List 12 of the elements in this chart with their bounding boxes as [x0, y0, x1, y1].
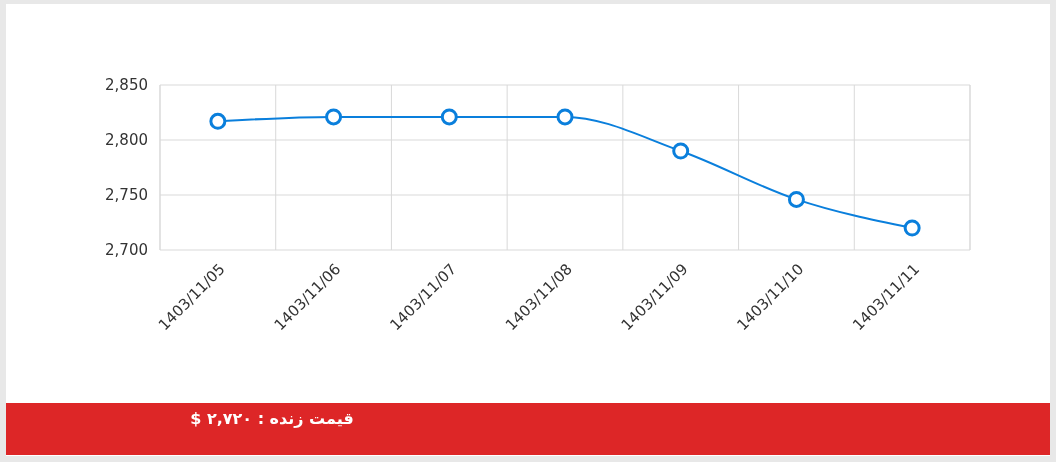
- point: [787, 190, 805, 208]
- point: [672, 142, 690, 160]
- point: [903, 219, 921, 237]
- y-tick-label: 2,750: [105, 186, 148, 205]
- point: [440, 108, 458, 126]
- point: [209, 112, 227, 130]
- text: قیمت زنده : ۲,۷۲۰ $: [190, 409, 354, 428]
- y-tick-label: 2,700: [105, 241, 148, 260]
- point: [325, 108, 343, 126]
- y-tick-label: 2,800: [105, 131, 148, 150]
- point: [556, 108, 574, 126]
- y-tick-label: 2,850: [105, 76, 148, 95]
